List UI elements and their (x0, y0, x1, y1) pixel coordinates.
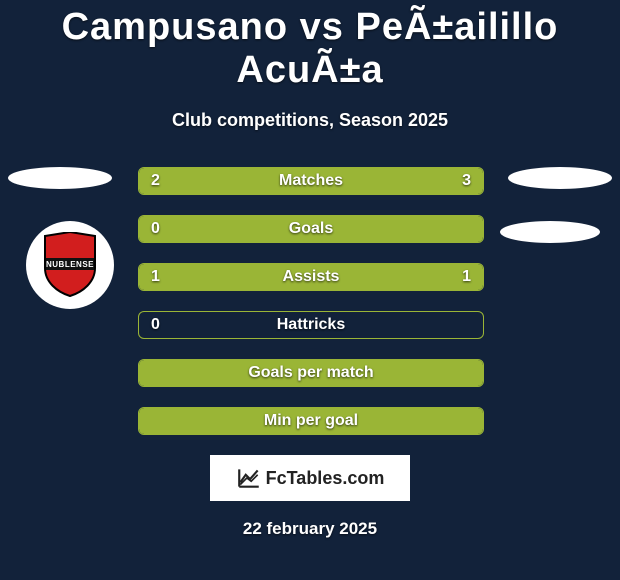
stat-metric-label: Hattricks (139, 312, 483, 338)
stats-area: NUBLENSE 23Matches 0Goals 11Assists 0Hattri… (0, 167, 620, 435)
club-right-badge-placeholder (500, 221, 600, 243)
stat-metric-label: Goals per match (139, 360, 483, 386)
nublense-shield-icon: NUBLENSE (41, 232, 99, 298)
stat-row: 23Matches (138, 167, 484, 195)
brand-chart-icon (236, 465, 262, 491)
stat-metric-label: Min per goal (139, 408, 483, 434)
stat-metric-label: Matches (139, 168, 483, 194)
date-text: 22 february 2025 (0, 519, 620, 539)
stat-metric-label: Goals (139, 216, 483, 242)
stat-row: 0Goals (138, 215, 484, 243)
player-right-avatar-placeholder (508, 167, 612, 189)
stat-row: Goals per match (138, 359, 484, 387)
player-left-avatar-placeholder (8, 167, 112, 189)
stat-row: 0Hattricks (138, 311, 484, 339)
stat-rows: 23Matches 0Goals 11Assists 0Hattricks Goals … (138, 167, 482, 435)
stat-row: Min per goal (138, 407, 484, 435)
brand-badge[interactable]: FcTables.com (210, 455, 410, 501)
subtitle: Club competitions, Season 2025 (0, 110, 620, 131)
brand-text: FcTables.com (266, 468, 385, 489)
club-left-badge: NUBLENSE (26, 221, 114, 309)
stat-row: 11Assists (138, 263, 484, 291)
club-badge-label: NUBLENSE (46, 260, 94, 269)
page-title: Campusano vs PeÃ±ailillo AcuÃ±a (0, 0, 620, 92)
comparison-card: Campusano vs PeÃ±ailillo AcuÃ±a Club com… (0, 0, 620, 580)
stat-metric-label: Assists (139, 264, 483, 290)
